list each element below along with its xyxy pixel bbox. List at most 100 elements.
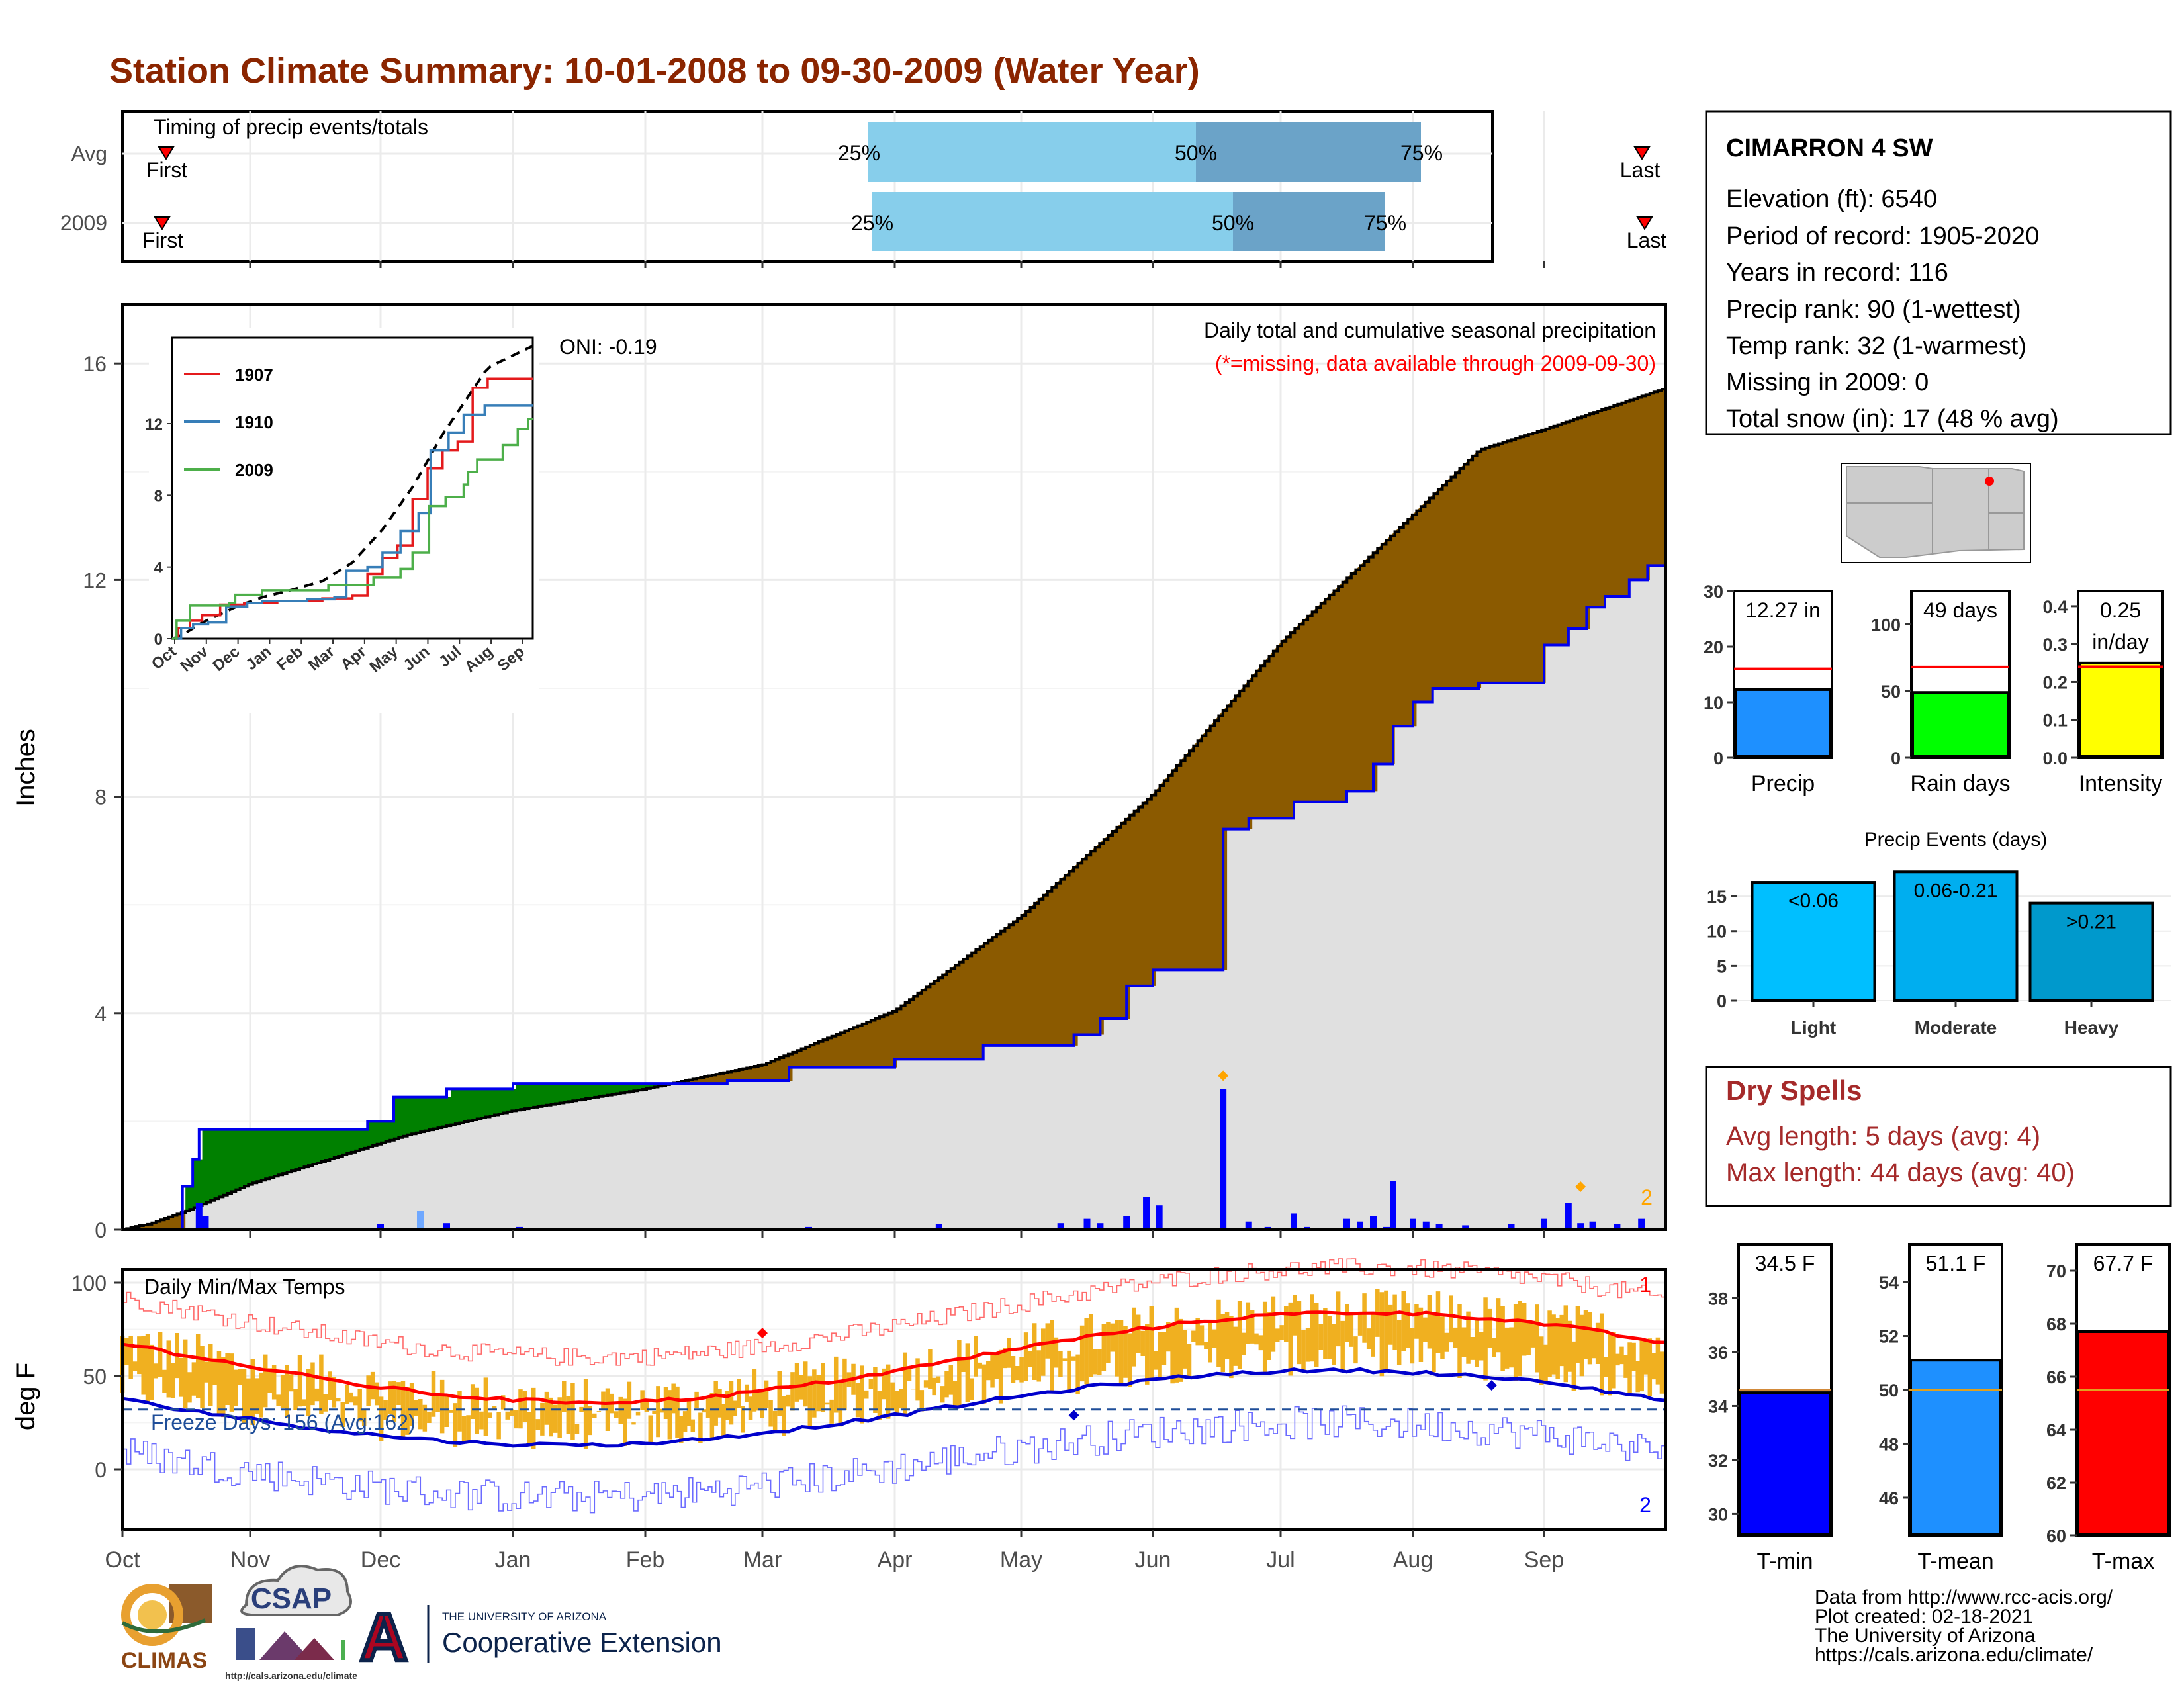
station-period: Period of record: 1905-2020	[1726, 222, 2039, 250]
month-axis: Oct Nov Dec Jan Feb Mar Apr May Jun Jul Aug Sep	[105, 1530, 1564, 1573]
month-label: Apr	[878, 1547, 913, 1573]
month-label: Nov	[230, 1547, 270, 1573]
events-bar-label: <0.06	[1788, 890, 1839, 912]
precip-daily-bar	[1304, 1226, 1310, 1230]
precip-daily-bar	[1057, 1223, 1064, 1230]
timing-2009-p75: 75%	[1364, 211, 1406, 235]
precip-daily-bar	[195, 1203, 203, 1230]
freeze-days-label: Freeze Days: 156 (Avg:162)	[151, 1410, 416, 1434]
small-chart-y-tick-label: 64	[2046, 1420, 2066, 1440]
small-chart-title: Intensity	[2079, 771, 2163, 796]
timing-avg-last-marker	[1633, 146, 1651, 160]
dry-spells-avg: Avg length: 5 days (avg: 4)	[1726, 1122, 2040, 1151]
precip-daily-bar	[1541, 1218, 1547, 1230]
small-chart-y-tick-label: 50	[1879, 1381, 1899, 1400]
timing-2009-first-marker	[154, 216, 171, 230]
events-category-label: Heavy	[2064, 1017, 2119, 1038]
small-chart-y-tick-label: 62	[2046, 1473, 2066, 1493]
timing-avg-50-75-bar	[1196, 122, 1421, 182]
small-chart-title: T-max	[2092, 1549, 2154, 1574]
inset-y-tick-label: 4	[154, 559, 163, 577]
station-location-dot	[1985, 477, 1994, 486]
inset-avg-line	[171, 344, 533, 640]
inset-legend-1910: 1910	[235, 412, 273, 432]
small-chart-y-tick-label: 20	[1704, 637, 1723, 657]
chart-t-max: 60 62 64 66 68 70 67.7 F T-max	[2046, 1243, 2171, 1574]
small-chart-title: Precip	[1751, 771, 1815, 796]
temp-count-bottom: 2	[1639, 1493, 1651, 1517]
timing-avg-25-50-bar	[868, 122, 1196, 182]
small-chart-y-tick-label: 10	[1704, 693, 1723, 713]
small-chart-y-tick-label: 34	[1708, 1396, 1728, 1416]
inset-chart: 1907 1910 2009 04812OctNovDecJanFebMarAp…	[145, 328, 539, 713]
station-elevation: Elevation (ft): 6540	[1726, 185, 1937, 213]
small-chart-y-tick-label: 30	[1704, 582, 1723, 602]
small-chart-value-label-2: in/day	[2092, 630, 2148, 654]
month-label: Dec	[361, 1547, 400, 1573]
timing-panel: Timing of precip events/totals Avg 2009 …	[60, 110, 1666, 268]
precip-base-area	[122, 565, 1666, 1230]
timing-row-label-avg: Avg	[71, 142, 107, 165]
small-chart-value-label: 12.27 in	[1745, 598, 1821, 622]
inset-2009-line	[172, 417, 533, 640]
precip-daily-bar	[1264, 1226, 1271, 1230]
temp-record-marker	[1486, 1380, 1497, 1391]
small-chart-y-tick-label: 48	[1879, 1434, 1899, 1454]
events-bar	[1751, 881, 1876, 1002]
month-label: Oct	[105, 1547, 140, 1573]
small-chart-bar	[1739, 1391, 1831, 1535]
small-chart-value-label: 67.7 F	[2093, 1252, 2154, 1275]
events-bar-label: >0.21	[2066, 911, 2116, 933]
small-chart-value-label: 49 days	[1923, 598, 1997, 622]
ua-small-text: THE UNIVERSITY OF ARIZONA	[442, 1610, 607, 1623]
month-label: Mar	[743, 1547, 782, 1573]
small-chart-value-label: 51.1 F	[1926, 1252, 1986, 1275]
timing-avg-p50: 50%	[1175, 141, 1217, 165]
page-title: Station Climate Summary: 10-01-2008 to 0…	[109, 51, 1200, 91]
small-chart-bar	[1734, 688, 1832, 758]
dry-spells-title: Dry Spells	[1726, 1075, 1862, 1106]
ua-cooperative-extension: Cooperative Extension	[442, 1627, 722, 1658]
events-bar-label: 0.06-0.21	[1914, 880, 1998, 901]
credits: Data from http://www.rcc-acis.org/ Plot …	[1815, 1586, 2113, 1666]
small-chart-bar	[2078, 661, 2163, 758]
small-chart-title: Rain days	[1910, 771, 2010, 796]
precip-y-tick-label: 12	[83, 569, 107, 592]
month-label: Feb	[626, 1547, 665, 1573]
credit-url: https://cals.arizona.edu/climate/	[1815, 1644, 2093, 1666]
precip-daily-bar	[202, 1216, 209, 1230]
small-chart-bar	[1911, 691, 2009, 758]
ua-letter-mark: A	[360, 1600, 408, 1674]
inset-plot	[171, 344, 533, 640]
month-label: May	[1000, 1547, 1042, 1573]
precip-daily-spikes	[195, 1070, 1645, 1230]
precip-y-tick-label: 4	[95, 1002, 107, 1026]
timing-avg-last: Last	[1620, 158, 1661, 182]
precip-daily-bar	[443, 1223, 450, 1230]
small-chart-y-tick-label: 0	[1891, 749, 1901, 768]
timing-avg-p75: 75%	[1400, 141, 1443, 165]
small-chart-title: T-min	[1757, 1549, 1813, 1574]
inset-legend-1907: 1907	[235, 365, 273, 385]
precip-y-tick-label: 8	[95, 786, 107, 809]
timing-2009-50-75-bar	[1233, 192, 1385, 251]
temp-y-ticks: 0 50 100	[71, 1271, 122, 1482]
precip-areas	[122, 388, 1667, 1231]
small-chart-y-tick-label: 68	[2046, 1314, 2066, 1334]
university-logo: A THE UNIVERSITY OF ARIZONA Cooperative …	[358, 1598, 722, 1676]
precip-daily-bar	[1143, 1197, 1150, 1230]
small-chart-y-tick-label: 100	[1871, 615, 1901, 635]
precip-daily-bar	[516, 1226, 523, 1230]
inset-1910-line	[172, 404, 533, 640]
timing-title: Timing of precip events/totals	[154, 115, 428, 139]
precip-daily-bar	[1370, 1216, 1377, 1230]
month-label: Jul	[1266, 1547, 1295, 1573]
temp-y-tick-label: 100	[71, 1271, 107, 1295]
precip-daily-bar	[1097, 1223, 1104, 1230]
precip-daily-bar	[1291, 1213, 1297, 1230]
chart-rain-days: 0 50 100 49 days Rain days	[1871, 590, 2011, 796]
precip-daily-bar	[1390, 1181, 1396, 1230]
locator-map	[1841, 463, 2031, 563]
inset-legend: 1907 1910 2009	[184, 365, 273, 480]
